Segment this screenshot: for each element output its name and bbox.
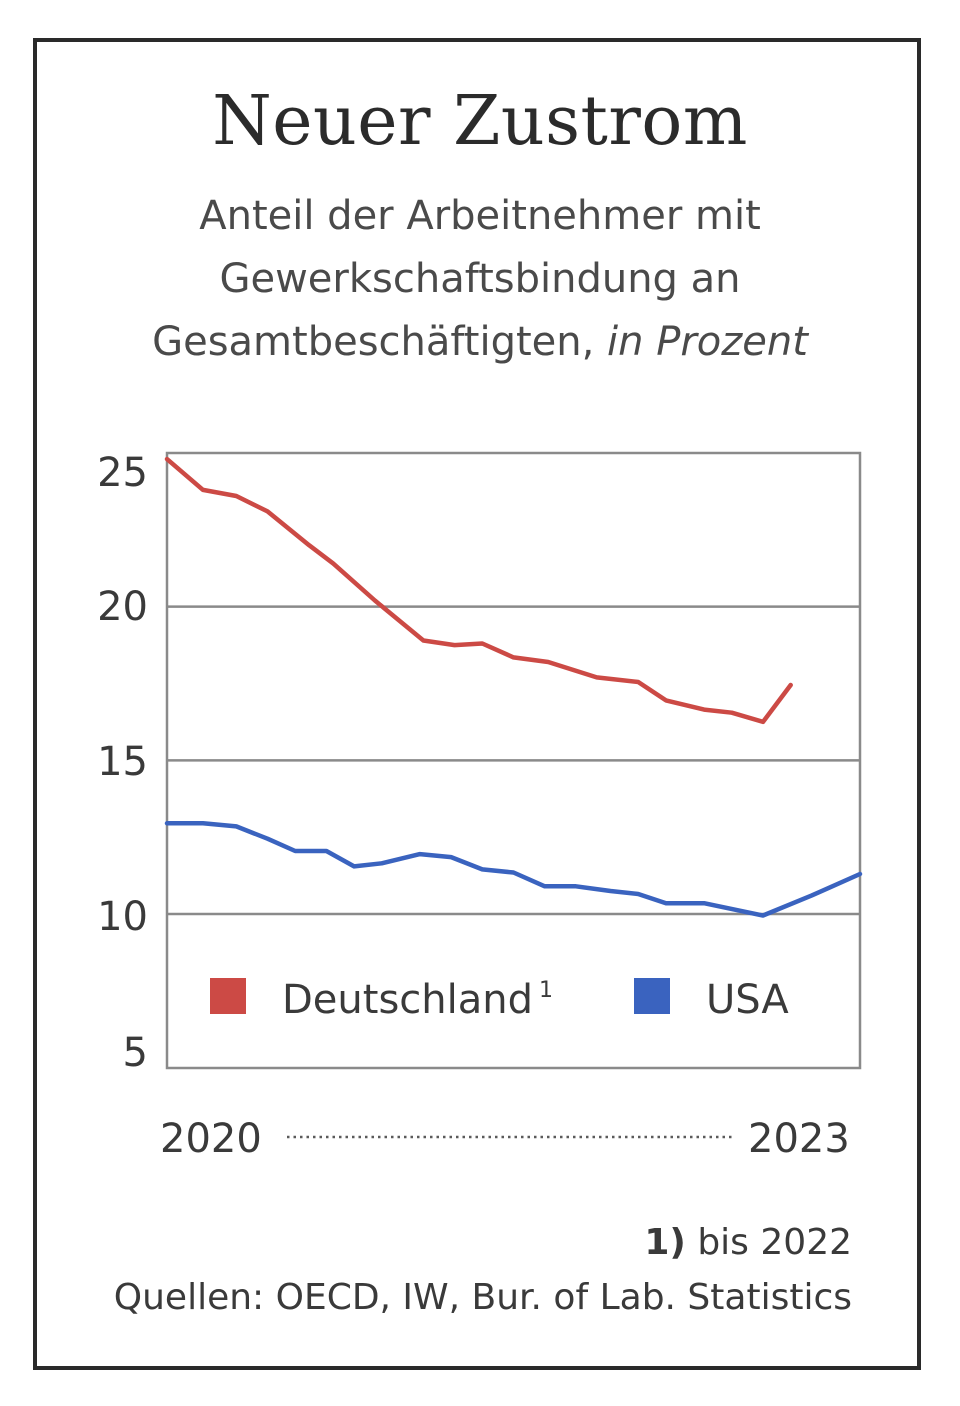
legend-label-deutschland: Deutschland 1: [282, 977, 553, 1023]
footnote: 1) bis 2022: [644, 1222, 852, 1263]
x-start-label: 2020: [160, 1116, 262, 1162]
subtitle-line-3: Gesamtbeschäftigten, in Prozent: [60, 311, 900, 374]
subtitle-unit: in Prozent: [607, 319, 808, 365]
legend: Deutschland 1 USA: [210, 977, 789, 1023]
x-end-label: 2023: [748, 1116, 850, 1162]
subtitle-line-3-text: Gesamtbeschäftigten,: [152, 319, 595, 365]
plot-area-border: [165, 451, 862, 1070]
chart-frame: [33, 38, 921, 1370]
series-layer: [164, 456, 863, 918]
footnote-marker: 1): [644, 1222, 686, 1263]
subtitle-line-2: Gewerkschaftsbindung an: [219, 256, 741, 302]
legend-swatch-usa: [634, 978, 670, 1014]
sources: Quellen: OECD, IW, Bur. of Lab. Statisti…: [113, 1277, 852, 1318]
y-tick-label-5: 5: [123, 1030, 148, 1076]
legend-footnote-marker: 1: [539, 978, 553, 1003]
legend-swatch-deutschland: [210, 978, 246, 1014]
y-tick-label-25: 25: [97, 450, 148, 496]
chart-subtitle: Anteil der Arbeitnehmer mit Gewerkschaft…: [60, 185, 900, 374]
y-tick-label-10: 10: [97, 894, 148, 940]
y-tick-label-20: 20: [97, 584, 148, 630]
series-line-usa: [164, 821, 863, 918]
chart-title: Neuer Zustrom: [212, 82, 748, 161]
y-axis-ticks: 25 20 15 10 5: [97, 450, 148, 1076]
footnote-text: bis 2022: [697, 1222, 852, 1263]
legend-label-usa: USA: [706, 977, 789, 1023]
subtitle-line-1: Anteil der Arbeitnehmer mit: [199, 193, 761, 239]
grid-layer: [167, 605, 860, 916]
y-tick-label-15: 15: [97, 739, 148, 785]
series-line-deutschland: [164, 456, 793, 725]
